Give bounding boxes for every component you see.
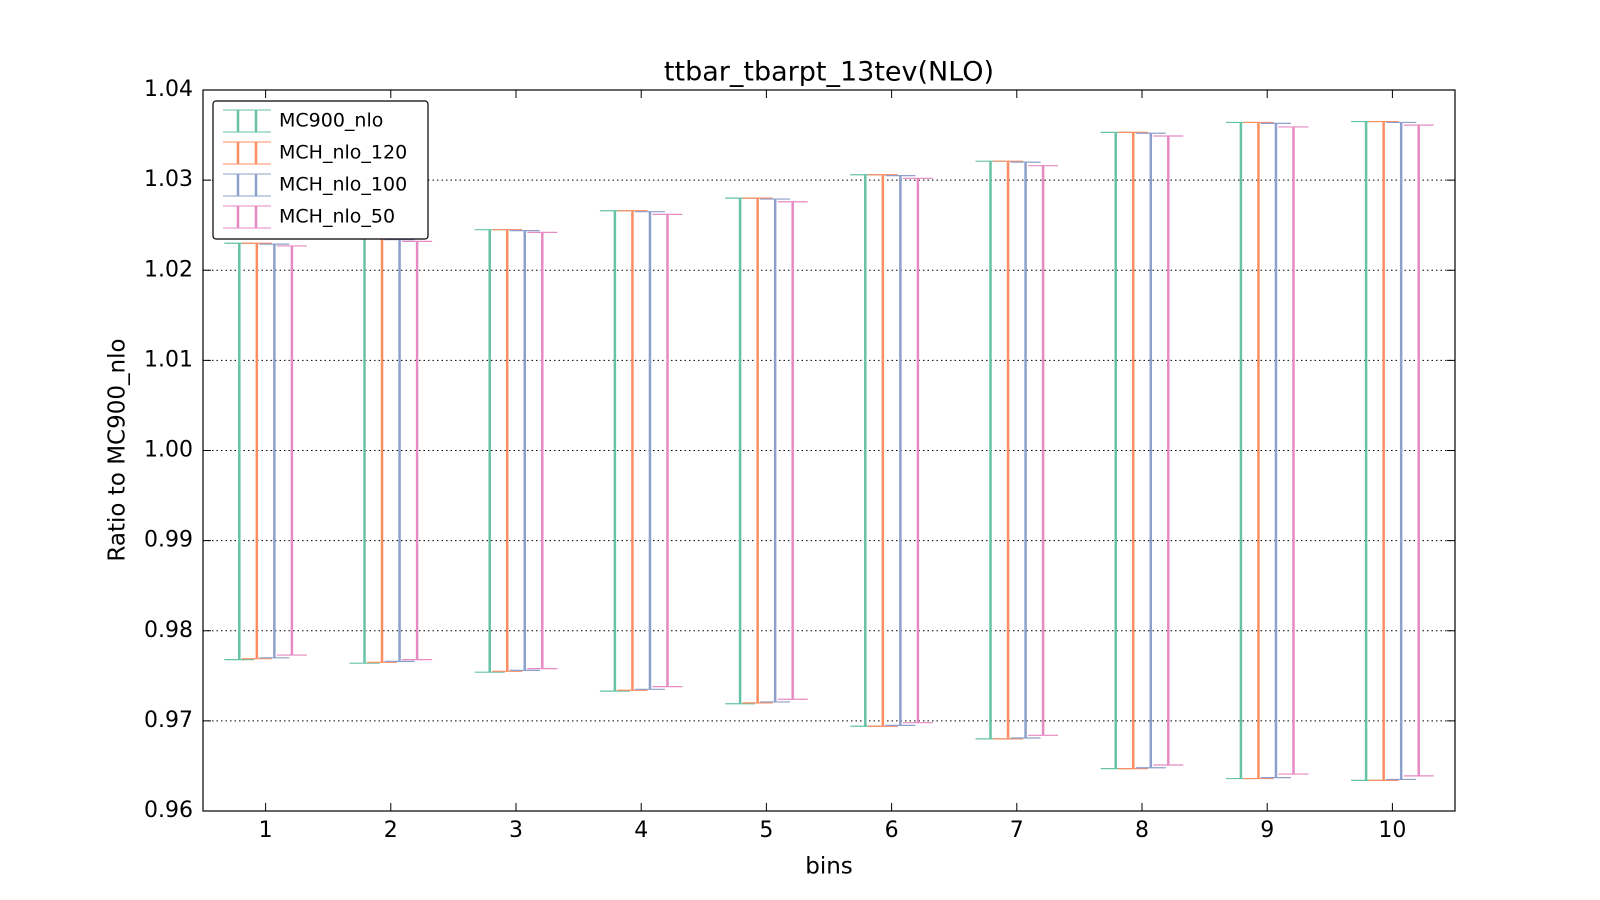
x-tick-label: 1 (259, 818, 273, 843)
legend-label: MCH_nlo_100 (279, 174, 407, 196)
chart-title: ttbar_tbarpt_13tev(NLO) (664, 57, 994, 88)
y-tick-label: 1.04 (144, 77, 193, 102)
plot-frame (202, 89, 1456, 812)
legend-box (212, 100, 429, 240)
x-tick-label: 2 (384, 818, 398, 843)
y-tick-label: 1.00 (144, 438, 193, 463)
y-tick-label: 1.03 (144, 167, 193, 192)
y-tick-label: 1.02 (144, 257, 193, 282)
x-tick-label: 7 (1010, 818, 1024, 843)
y-tick-label: 0.97 (144, 708, 193, 733)
x-tick-label: 8 (1135, 818, 1149, 843)
legend-label: MC900_nlo (279, 110, 383, 132)
y-tick-label: 0.96 (144, 798, 193, 823)
x-tick-label: 3 (509, 818, 523, 843)
y-tick-label: 1.01 (144, 347, 193, 372)
y-axis-label: Ratio to MC900_nlo (105, 338, 131, 561)
x-tick-label: 9 (1260, 818, 1274, 843)
y-tick-label: 0.98 (144, 618, 193, 643)
x-tick-label: 6 (885, 818, 899, 843)
x-axis-label: bins (805, 854, 853, 880)
x-tick-label: 10 (1378, 818, 1406, 843)
x-tick-label: 4 (634, 818, 648, 843)
legend-label: MCH_nlo_50 (279, 206, 395, 228)
y-tick-label: 0.99 (144, 528, 193, 553)
x-tick-label: 5 (759, 818, 773, 843)
legend-label: MCH_nlo_120 (279, 142, 407, 164)
